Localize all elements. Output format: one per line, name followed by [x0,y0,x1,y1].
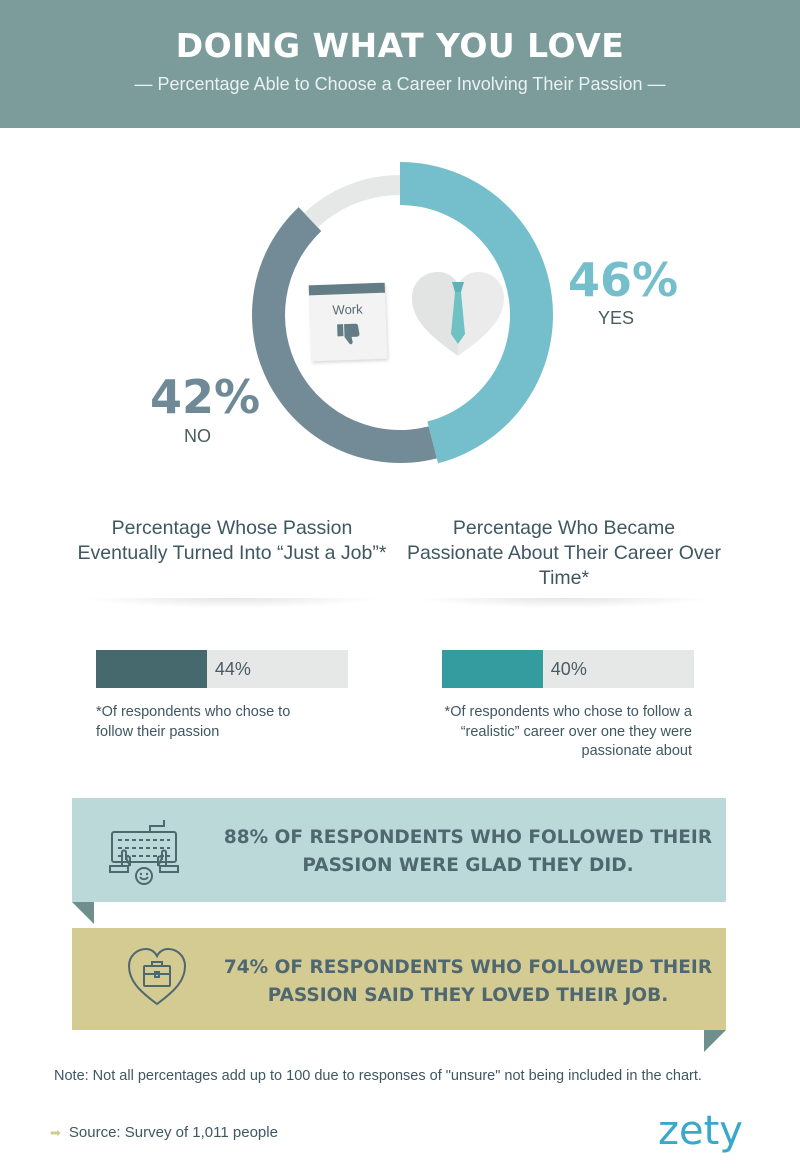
donut-slice-yes [400,162,554,464]
right-column-title: Percentage Who Became Passionate About T… [407,517,721,589]
banner-loved-job: 74% OF RESPONDENTS WHO FOLLOWED THEIR PA… [72,928,726,1030]
donut-slice-no [252,207,437,463]
calendar-thumbs-down-icon: Work [308,282,388,362]
source: ➡ Source: Survey of 1,011 people [50,1124,278,1141]
ribbon-fold [72,902,94,924]
passionate-over-time-bar: 40% [442,650,694,688]
calendar-work-label: Work [332,301,363,318]
yes-label: YES [598,308,635,328]
banner-loved-job-text: 74% OF RESPONDENTS WHO FOLLOWED THEIR PA… [223,957,713,1006]
no-label: NO [184,426,211,446]
header: DOING WHAT YOU LOVE — Percentage Able to… [0,0,800,128]
passionate-over-time-bar-fill [442,650,543,688]
donut-slice-unsure [304,175,400,228]
page-title: DOING WHAT YOU LOVE [175,26,625,65]
yes-percentage: 46% [568,253,679,307]
heart-briefcase-icon [127,947,187,1006]
left-column-title: Percentage Whose Passion Eventually Turn… [77,517,387,564]
no-percentage: 42% [150,370,261,424]
right-column-note: *Of respondents who chose to follow a “r… [444,704,692,759]
divider [82,598,382,608]
keyboard-smile-icon [109,820,179,885]
divider [414,598,714,608]
just-a-job-bar: 44% [96,650,348,688]
donut-chart [252,162,554,464]
banner-glad: 88% OF RESPONDENTS WHO FOLLOWED THEIR PA… [72,798,726,902]
just-a-job-bar-label: 44% [214,659,251,679]
banner-glad-text: 88% OF RESPONDENTS WHO FOLLOWED THEIR PA… [223,827,713,876]
zety-logo: zety [658,1108,743,1154]
thumbs-down-icon [337,323,360,345]
page-subtitle: — Percentage Able to Choose a Career Inv… [134,74,666,94]
left-column-note: *Of respondents who chose to follow thei… [96,704,291,740]
footnote: Note: Not all percentages add up to 100 … [54,1068,702,1084]
arrow-icon: ➡ [50,1125,61,1140]
just-a-job-bar-fill [96,650,207,688]
source-text: Source: Survey of 1,011 people [68,1124,278,1141]
passionate-over-time-bar-label: 40% [550,659,587,679]
ribbon-fold [704,1030,726,1052]
heart-tie-icon [412,272,504,356]
